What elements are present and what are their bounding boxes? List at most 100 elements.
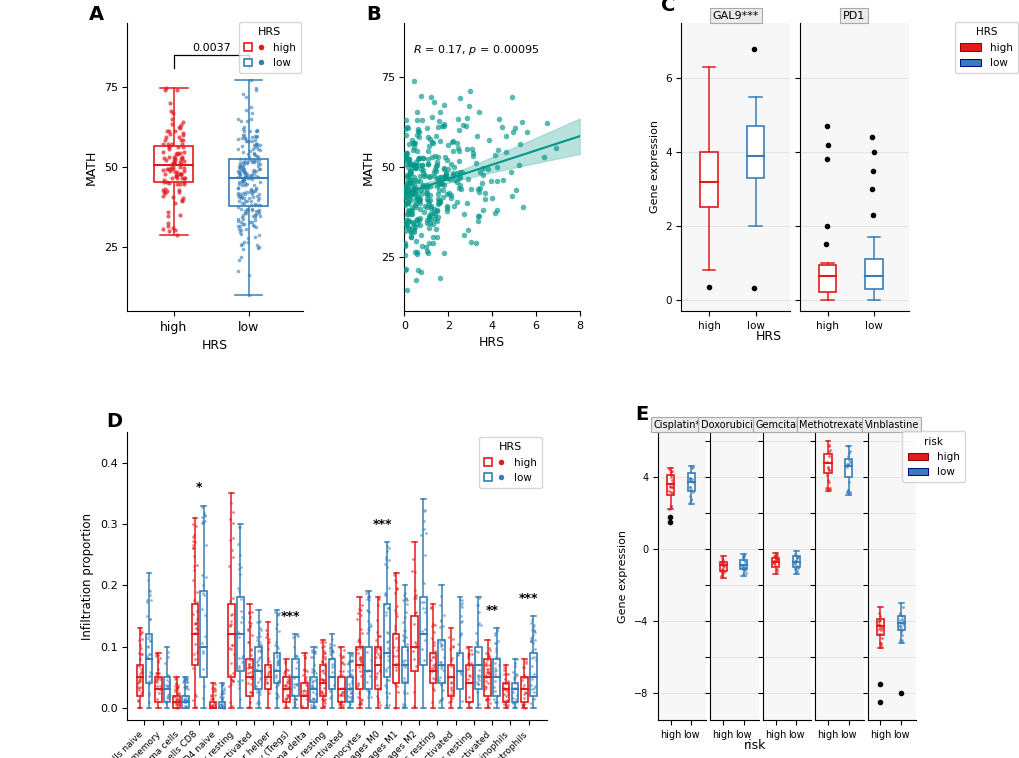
Point bbox=[332, 649, 348, 661]
Point bbox=[231, 169, 248, 181]
Point bbox=[177, 695, 194, 707]
Point bbox=[362, 620, 378, 632]
Point bbox=[298, 675, 314, 688]
Point bbox=[172, 122, 189, 134]
Point bbox=[235, 129, 252, 141]
Point bbox=[839, 440, 855, 453]
Point bbox=[470, 186, 486, 198]
Point bbox=[305, 693, 321, 705]
Point bbox=[253, 645, 269, 657]
Point bbox=[246, 139, 262, 151]
Point bbox=[334, 686, 351, 698]
Point bbox=[401, 224, 418, 236]
Point bbox=[271, 625, 287, 637]
Point bbox=[150, 672, 166, 684]
Point bbox=[407, 159, 423, 171]
Point bbox=[223, 644, 239, 656]
Point bbox=[441, 643, 458, 655]
Point bbox=[840, 446, 856, 459]
Point bbox=[230, 521, 247, 533]
Point bbox=[434, 620, 450, 632]
Point bbox=[404, 208, 420, 220]
Point bbox=[891, 620, 907, 632]
Point bbox=[410, 264, 426, 276]
Point bbox=[164, 161, 180, 173]
Point bbox=[131, 653, 148, 665]
Point bbox=[160, 651, 176, 663]
Point bbox=[130, 681, 147, 694]
Point bbox=[205, 692, 221, 704]
Point bbox=[141, 687, 157, 699]
Point bbox=[316, 700, 332, 713]
Point bbox=[194, 517, 210, 529]
Point bbox=[452, 183, 469, 195]
Point bbox=[161, 124, 177, 136]
Point bbox=[225, 506, 242, 518]
Point bbox=[353, 651, 369, 663]
Point bbox=[206, 684, 222, 697]
Point bbox=[359, 604, 375, 616]
Point bbox=[322, 645, 338, 657]
Point bbox=[450, 155, 467, 168]
Point bbox=[442, 677, 459, 689]
Point bbox=[250, 659, 266, 672]
Point bbox=[303, 700, 319, 712]
Point bbox=[294, 669, 311, 681]
Point bbox=[469, 599, 485, 611]
Point bbox=[398, 284, 415, 296]
Point bbox=[524, 644, 540, 656]
Point bbox=[432, 196, 448, 208]
Point bbox=[258, 672, 274, 684]
Point bbox=[397, 183, 414, 195]
Point bbox=[786, 548, 802, 560]
Point bbox=[409, 214, 425, 226]
Point bbox=[397, 158, 414, 171]
Point bbox=[152, 672, 168, 684]
Point bbox=[240, 658, 257, 670]
Point bbox=[250, 653, 266, 666]
Point bbox=[406, 74, 422, 86]
Point bbox=[352, 650, 368, 662]
Point bbox=[173, 194, 190, 206]
Point bbox=[426, 150, 442, 162]
Point bbox=[232, 203, 249, 215]
Point bbox=[523, 617, 539, 629]
Point bbox=[504, 696, 521, 708]
Point bbox=[155, 224, 171, 236]
Point bbox=[893, 629, 909, 641]
Point bbox=[246, 164, 262, 176]
Point bbox=[765, 555, 782, 567]
Point bbox=[296, 684, 312, 696]
Point bbox=[431, 599, 447, 611]
Point bbox=[377, 606, 393, 618]
Point bbox=[260, 687, 276, 699]
Point bbox=[279, 675, 296, 688]
Point bbox=[341, 654, 358, 666]
Point bbox=[787, 563, 803, 575]
Point bbox=[166, 152, 182, 164]
Point bbox=[504, 666, 521, 678]
Point bbox=[161, 151, 177, 163]
Point bbox=[464, 143, 480, 155]
Point bbox=[340, 695, 357, 707]
Point bbox=[160, 138, 176, 150]
Point bbox=[288, 656, 305, 668]
Point bbox=[424, 665, 440, 677]
Point bbox=[379, 634, 395, 647]
Point bbox=[397, 606, 414, 619]
Point bbox=[334, 689, 351, 701]
Point bbox=[407, 221, 423, 233]
Point bbox=[432, 177, 448, 189]
Point bbox=[332, 688, 348, 700]
Point bbox=[475, 169, 491, 181]
Point bbox=[251, 154, 267, 166]
Point bbox=[158, 177, 174, 189]
Point bbox=[306, 664, 322, 676]
Point bbox=[451, 630, 468, 642]
Point bbox=[252, 651, 268, 663]
Point bbox=[460, 672, 476, 684]
Point bbox=[299, 665, 315, 677]
Point bbox=[167, 154, 183, 166]
Point bbox=[343, 690, 360, 702]
Point bbox=[508, 669, 525, 681]
